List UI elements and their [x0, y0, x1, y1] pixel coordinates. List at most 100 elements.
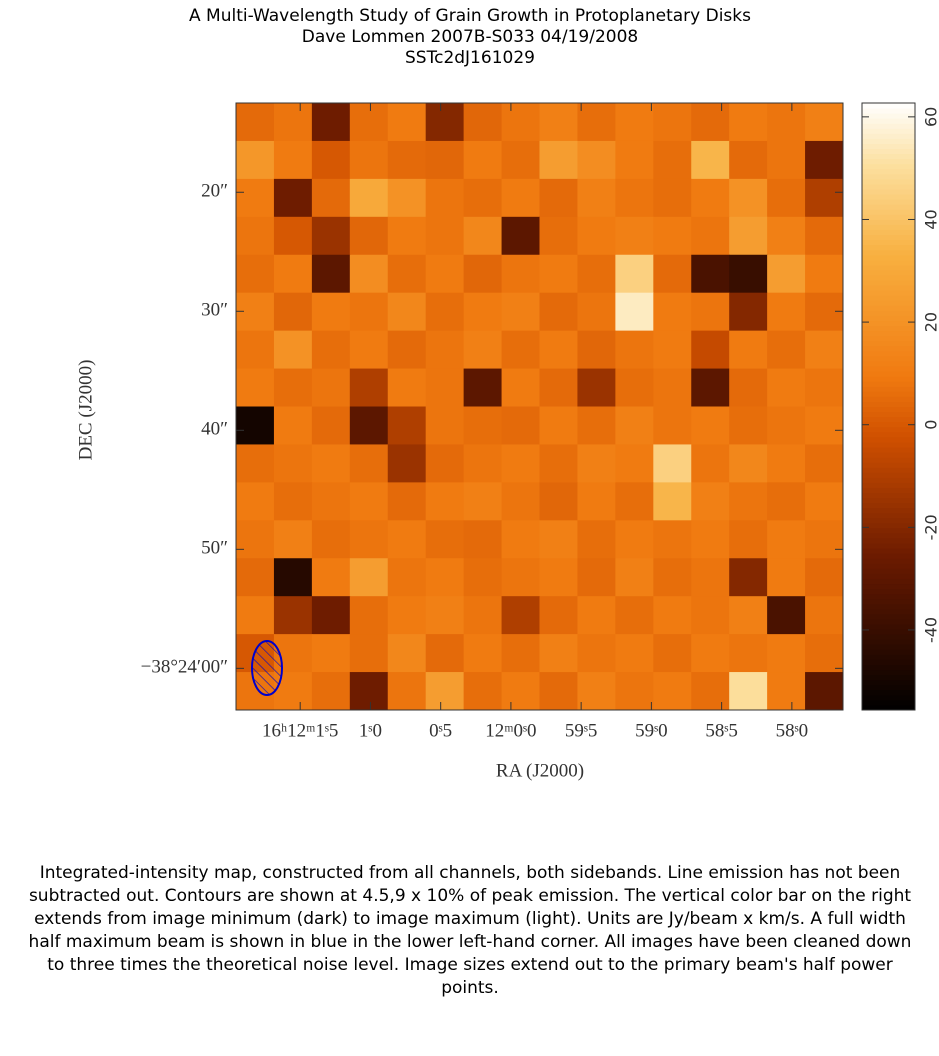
heatmap-cell	[539, 292, 578, 332]
colorbar-swatch	[862, 396, 915, 402]
heatmap-cell	[729, 103, 768, 142]
x-tick-label: 59ˢ5	[565, 720, 598, 741]
heatmap-cell	[539, 330, 578, 370]
heatmap-cell	[729, 216, 768, 256]
heatmap-cell	[236, 520, 275, 559]
colorbar-swatch	[862, 639, 915, 645]
heatmap-cell	[767, 520, 806, 559]
colorbar-swatch	[862, 386, 915, 392]
heatmap-cell	[463, 140, 503, 180]
colorbar-swatch	[862, 568, 915, 574]
colorbar-swatch	[862, 381, 915, 387]
heatmap-cell	[805, 330, 844, 370]
heatmap-cell	[729, 368, 768, 407]
heatmap-cell	[387, 406, 427, 445]
colorbar-swatch	[862, 548, 915, 554]
heatmap-cell	[387, 558, 427, 597]
heatmap-cell	[653, 596, 692, 635]
heatmap-cell	[577, 368, 616, 407]
colorbar-swatch	[862, 684, 915, 691]
heatmap-cell	[691, 482, 730, 521]
heatmap-cell	[577, 254, 616, 294]
heatmap-cell	[577, 216, 616, 256]
colorbar-swatch	[862, 153, 915, 160]
colorbar-swatch	[862, 360, 915, 367]
heatmap-cell	[425, 406, 465, 445]
heatmap-cell	[236, 103, 275, 142]
heatmap-cell	[387, 254, 427, 294]
colorbar-swatch	[862, 183, 915, 190]
colorbar-swatch	[862, 517, 915, 524]
heatmap-cell	[311, 330, 351, 370]
heatmap-cell	[273, 292, 313, 332]
heatmap-cell	[691, 596, 730, 635]
heatmap-cell	[311, 368, 351, 407]
colorbar-swatch	[862, 704, 915, 711]
heatmap-cell	[349, 178, 389, 218]
colorbar-swatch	[862, 315, 915, 322]
colorbar-swatch	[862, 573, 915, 579]
heatmap-cell	[463, 558, 503, 597]
heatmap-cell	[729, 178, 768, 218]
heatmap-cell	[615, 254, 654, 294]
colorbar-swatch	[862, 588, 915, 595]
heatmap-cell	[653, 444, 692, 483]
heatmap-cell	[615, 140, 654, 180]
heatmap-cell	[615, 520, 654, 559]
colorbar-tick-label: 40	[922, 209, 939, 229]
colorbar-swatch	[862, 492, 915, 499]
heatmap-cell	[615, 634, 654, 673]
colorbar-swatch	[862, 613, 915, 620]
heatmap-cell	[767, 140, 806, 180]
colorbar-swatch	[862, 441, 915, 448]
heatmap-cell	[236, 292, 275, 332]
heatmap-cell	[729, 292, 768, 332]
heatmap-cell	[501, 140, 540, 180]
heatmap-cell	[349, 368, 389, 407]
colorbar-swatch	[862, 239, 915, 246]
colorbar-swatch	[862, 103, 915, 109]
heatmap-cell	[387, 330, 427, 370]
heatmap-cell	[577, 140, 616, 180]
heatmap-cell	[577, 406, 616, 445]
colorbar-swatch	[862, 163, 915, 170]
heatmap-cell	[577, 520, 616, 559]
colorbar-swatch	[862, 113, 915, 119]
colorbar-swatch	[862, 128, 915, 134]
heatmap-cell	[311, 520, 351, 559]
colorbar-swatch	[862, 249, 915, 256]
heatmap-cell	[615, 672, 654, 711]
colorbar-swatch	[862, 598, 915, 605]
colorbar-swatch	[862, 310, 915, 316]
heatmap-cell	[273, 558, 313, 597]
colorbar-swatch	[862, 603, 915, 610]
heatmap-cell	[653, 103, 692, 142]
colorbar-swatch	[862, 366, 915, 372]
heatmap-cell	[691, 634, 730, 673]
heatmap-cell	[577, 672, 616, 711]
colorbar-swatch	[862, 158, 915, 165]
heatmap-cell	[691, 330, 730, 370]
colorbar-swatch	[862, 340, 915, 347]
colorbar-swatch	[862, 234, 915, 241]
heatmap-cell	[615, 330, 654, 370]
heatmap-cell	[349, 482, 389, 521]
heatmap-cell	[615, 292, 654, 332]
heatmap-cell	[501, 254, 540, 294]
heatmap-cell	[653, 178, 692, 218]
heatmap-cell	[501, 330, 540, 370]
heatmap-cell	[425, 216, 465, 256]
heatmap-cell	[273, 482, 313, 521]
heatmap-cell	[805, 406, 844, 445]
heatmap-cell	[463, 596, 503, 635]
heatmap-cell	[236, 444, 275, 483]
heatmap-cell	[425, 634, 465, 673]
heatmap-cell	[729, 482, 768, 521]
heatmap-cell	[691, 368, 730, 407]
heatmap-cell	[273, 254, 313, 294]
heatmap-cell	[691, 406, 730, 445]
heatmap-cell	[387, 520, 427, 559]
heatmap-cell	[387, 140, 427, 180]
heatmap-cell	[805, 178, 844, 218]
heatmap-cell	[805, 254, 844, 294]
